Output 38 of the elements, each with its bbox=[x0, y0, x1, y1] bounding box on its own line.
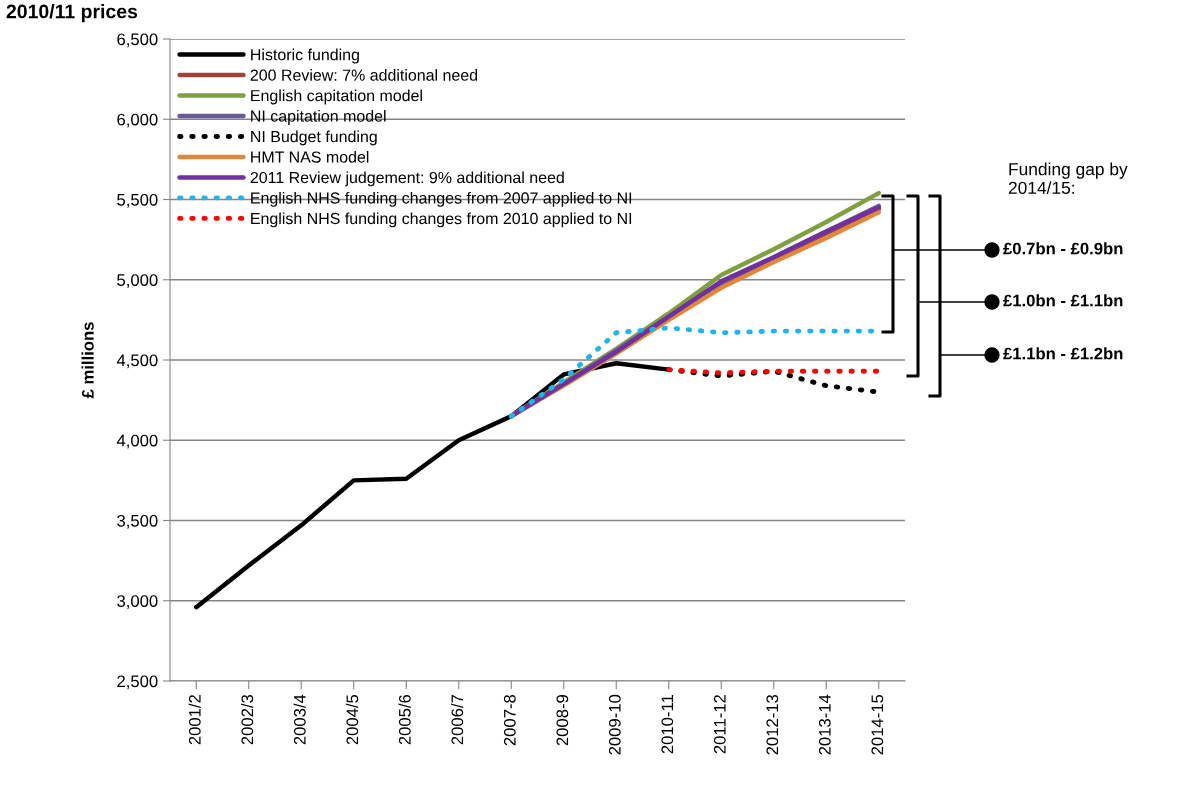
y-tick-label: 5,500 bbox=[117, 193, 158, 208]
x-tick-label: 2013-14 bbox=[818, 694, 831, 755]
y-axis-title: £ millions bbox=[81, 322, 94, 399]
legend-label: HMT NAS model bbox=[251, 150, 369, 163]
y-tick-label: 5,000 bbox=[117, 274, 158, 288]
x-tick-label: 2002/3 bbox=[240, 694, 254, 745]
y-tick-label: 4,000 bbox=[116, 434, 158, 449]
x-tick-label: 2007-8 bbox=[503, 694, 516, 746]
legend-label: 200 Review: 7% additional need bbox=[250, 69, 478, 81]
y-tick-label: 6,000 bbox=[117, 113, 158, 128]
legend-label: NI capitation model bbox=[251, 110, 386, 125]
x-tick-label: 2004/5 bbox=[345, 694, 359, 745]
x-tick-label: 2003/4 bbox=[293, 694, 306, 745]
chart-title: 2010/11 prices bbox=[6, 4, 138, 23]
y-tick-label: 4,500 bbox=[116, 354, 158, 369]
text: Funding gap by 2014/15: bbox=[1008, 162, 1128, 195]
legend-label: English NHS funding changes from 2010 applied to NI bbox=[251, 212, 632, 228]
legend-label: NI Budget funding bbox=[251, 130, 377, 146]
x-tick-label: 2011-12 bbox=[713, 695, 726, 754]
y-tick-label: 2,500 bbox=[117, 675, 158, 690]
y-tick-label: 3,500 bbox=[117, 514, 158, 529]
y-tick-label: 6,500 bbox=[117, 33, 158, 48]
text: £0.7bn - £0.9bn bbox=[1003, 242, 1123, 255]
x-tick-label: 2001/2 bbox=[188, 695, 201, 745]
x-tick-label: 2005/6 bbox=[398, 694, 411, 745]
x-tick-label: 2009-10 bbox=[608, 694, 621, 755]
x-tick-label: 2014-15 bbox=[871, 694, 884, 755]
legend-label: English NHS funding changes from 2007 applied to NI bbox=[251, 191, 632, 207]
y-tick-label: 3,000 bbox=[117, 595, 158, 609]
legend-label: Historic funding bbox=[251, 48, 359, 64]
x-tick-label: 2012-13 bbox=[766, 694, 779, 755]
legend-label: 2011 Review judgement: 9% additional need bbox=[250, 171, 564, 187]
x-tick-label: 2008-9 bbox=[556, 694, 569, 746]
text: £1.1bn - £1.2bn bbox=[1003, 347, 1123, 360]
legend-label: English capitation model bbox=[251, 89, 422, 105]
x-tick-label: 2010-11 bbox=[661, 695, 674, 754]
x-tick-label: 2006/7 bbox=[450, 695, 464, 745]
text: £1.0bn - £1.1bn bbox=[1003, 294, 1123, 307]
